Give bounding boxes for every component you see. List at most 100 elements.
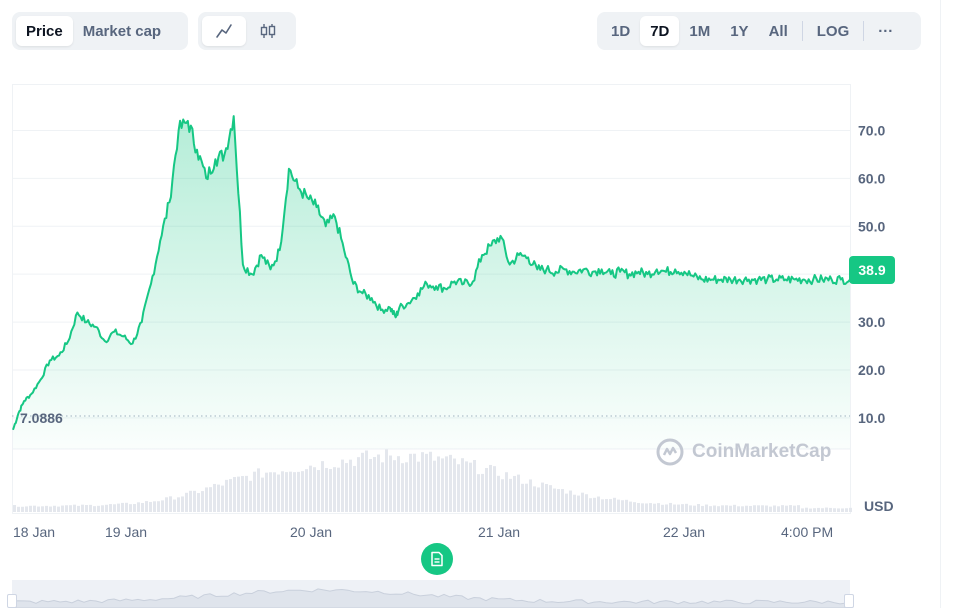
watermark: CoinMarketCap [656,438,831,466]
volume-bar [673,504,676,512]
volume-bar [237,476,240,512]
volume-bar [617,499,620,512]
candlestick-button[interactable] [246,16,290,46]
volume-bar [577,495,580,512]
baseline-price-label: 7.0886 [20,410,63,426]
volume-bar [481,473,484,512]
volume-bar [209,487,212,512]
volume-bar [117,503,120,512]
line-chart-icon [216,24,232,38]
volume-bar [821,508,824,512]
volume-bar [101,505,104,512]
volume-bar [829,507,832,512]
volume-bar [121,502,124,512]
panel-edge [940,0,941,608]
navigator-left-handle[interactable] [7,594,17,608]
volume-bar [277,474,280,512]
range-7d-button[interactable]: 7D [640,16,680,46]
chart-type-switch: Price Market cap [12,12,188,50]
volume-bar [293,472,296,512]
range-1y-button[interactable]: 1Y [730,22,749,40]
volume-bar [477,474,480,512]
volume-bar [517,474,520,512]
volume-bar [169,496,172,512]
y-tick-label: 30.0 [858,314,885,330]
volume-bar [265,472,268,512]
volume-bar [753,505,756,512]
volume-bar [217,484,220,512]
line-chart-button[interactable] [202,16,246,46]
volume-bar [593,497,596,512]
range-navigator[interactable] [12,580,850,608]
navigator-right-handle[interactable] [844,594,854,608]
volume-bar [581,492,584,512]
volume-bar [789,505,792,512]
volume-bar [645,503,648,512]
volume-bar [441,458,444,512]
volume-bar [425,453,428,512]
volume-bar [461,458,464,512]
volume-bar [801,508,804,512]
x-tick-label: 21 Jan [478,524,520,540]
volume-bar [757,505,760,512]
volume-bar [313,467,316,512]
volume-bar [45,505,48,512]
volume-bar [549,485,552,512]
volume-bar [825,507,828,512]
volume-bar [65,505,68,512]
volume-bar [197,493,200,512]
volume-bar [565,493,568,512]
volume-bar [141,502,144,512]
watermark-text: CoinMarketCap [692,441,832,462]
toolbar-divider [863,21,865,41]
volume-bar [229,479,232,512]
range-all-button[interactable]: All [768,22,788,40]
volume-bar [29,505,32,512]
volume-bar [637,503,640,512]
volume-bar [693,505,696,512]
volume-bar [717,506,720,512]
volume-bar [737,506,740,512]
volume-bar [241,476,244,512]
volume-bar [641,503,644,512]
coinmarketcap-logo-icon [656,438,684,466]
volume-bar [561,489,564,512]
volume-bar [573,494,576,512]
volume-bar [833,508,836,512]
volume-bar [281,471,284,512]
volume-bar [793,505,796,512]
x-tick-label: 4:00 PM [781,524,833,540]
volume-bar [589,498,592,512]
volume-bar [81,504,84,512]
volume-bar [501,479,504,512]
range-1m-button[interactable]: 1M [689,22,711,40]
volume-bar [53,505,56,512]
volume-bar [221,485,224,512]
tab-price[interactable]: Price [16,16,73,46]
range-1d-button[interactable]: 1D [611,22,631,40]
volume-bar [333,467,336,512]
notes-button[interactable] [421,543,453,575]
volume-bar [841,508,844,512]
volume-bar [785,505,788,512]
log-scale-button[interactable]: LOG [816,22,850,40]
volume-bar [741,506,744,512]
volume-bar [97,505,100,512]
volume-bar [585,494,588,512]
volume-bar [569,490,572,512]
navigator-preview [12,588,850,608]
volume-bar [173,499,176,512]
volume-bar [85,505,88,512]
volume-bar [129,504,132,512]
volume-bar [445,456,448,512]
volume-bar [185,492,188,512]
volume-bars [13,449,852,512]
tab-market-cap[interactable]: Market cap [82,22,162,40]
more-options-button[interactable]: ··· [878,22,894,40]
volume-bar [393,460,396,512]
y-tick-label: 60.0 [858,170,885,186]
volume-bar [837,508,840,512]
y-tick-label: 20.0 [858,362,885,378]
volume-bar [225,479,228,512]
